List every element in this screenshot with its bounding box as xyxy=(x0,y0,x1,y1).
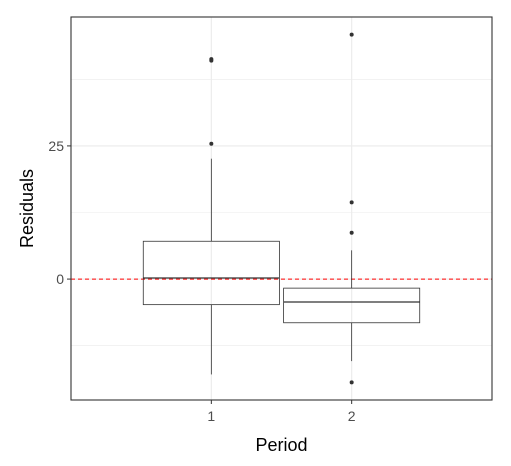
x-tick-label: 2 xyxy=(348,408,356,424)
x-tick-label: 1 xyxy=(207,408,215,424)
boxes-layer xyxy=(142,32,421,385)
outlier-point xyxy=(209,57,214,62)
y-tick-label: 25 xyxy=(48,138,64,154)
outlier-point xyxy=(349,32,354,37)
outlier-point xyxy=(349,380,354,385)
ticks-layer: 0 25 1 2 xyxy=(48,138,355,424)
outlier-point xyxy=(349,200,354,205)
iqr-box xyxy=(142,240,280,306)
box-group-period-2 xyxy=(283,32,421,385)
x-axis-title: Period xyxy=(255,435,307,455)
box-group-period-1 xyxy=(142,57,280,375)
y-axis-title: Residuals xyxy=(17,169,37,248)
panel-border xyxy=(70,16,493,401)
iqr-box xyxy=(283,287,421,324)
outlier-point xyxy=(209,141,214,146)
y-tick-label: 0 xyxy=(56,271,64,287)
outlier-point xyxy=(349,230,354,235)
